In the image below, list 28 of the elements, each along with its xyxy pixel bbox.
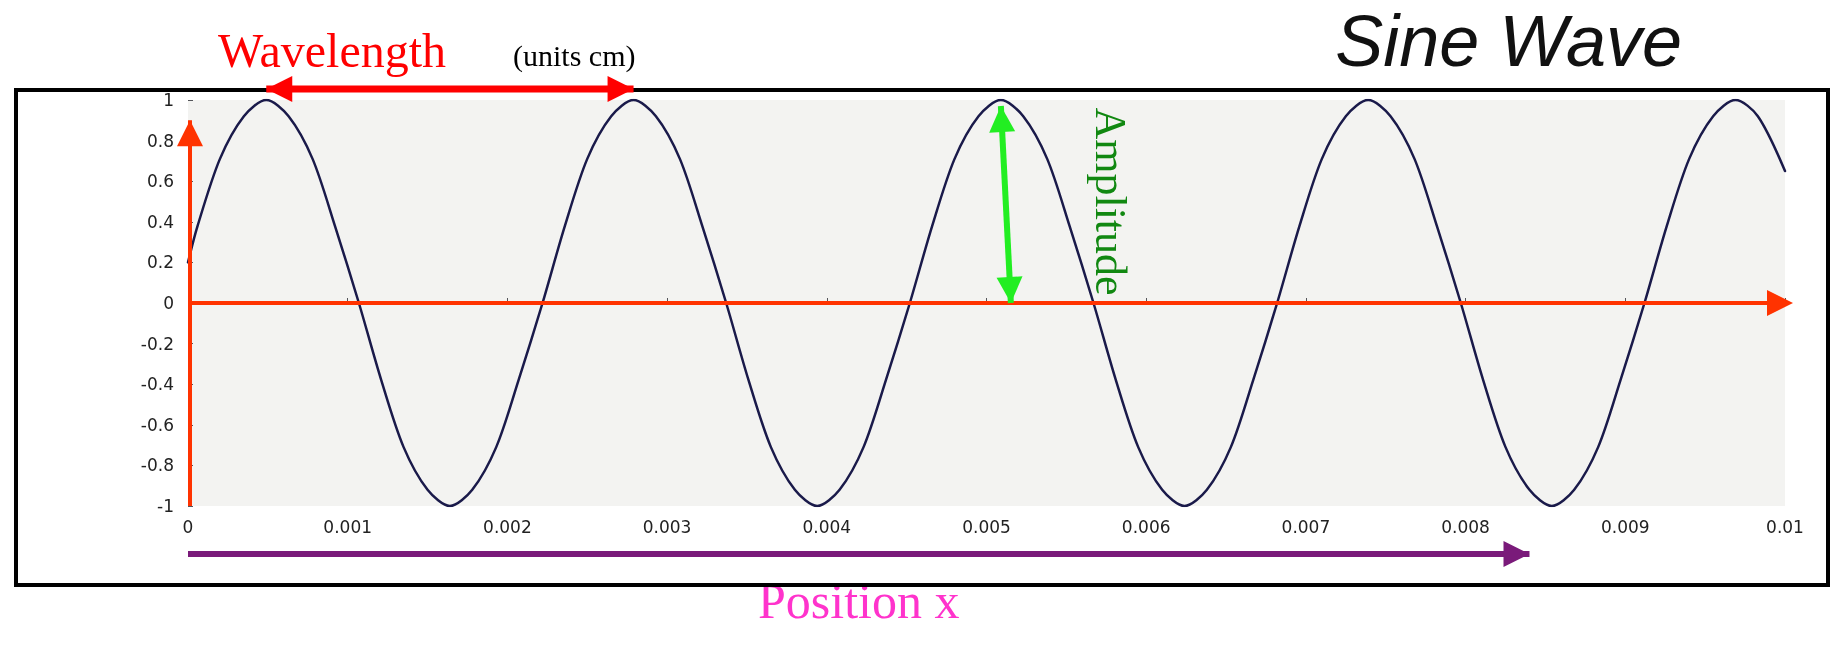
chart-title: Sine Wave [1335,1,1683,81]
x-tick-label: 0.002 [483,516,532,537]
y-tick-label: -0.4 [140,374,174,395]
y-tick-label: 0.8 [146,130,174,151]
y-tick-label: 0.6 [146,171,174,192]
x-tick-label: 0.006 [1121,516,1171,537]
y-tick-label: -0.8 [140,455,174,476]
y-tick-label: 0.2 [146,252,174,273]
x-tick-label: 0.001 [323,516,373,537]
y-tick-label: 0 [163,293,174,313]
annotation: Amplitude [1086,107,1136,296]
x-tick-label: 0.008 [1441,516,1490,537]
x-tick-label: 0.009 [1600,516,1650,537]
y-tick-label: 0.4 [146,211,174,232]
text: (units cm) [513,38,636,73]
x-tick-label: 0.007 [1281,516,1331,537]
text: Wavelength [218,23,447,77]
x-axis-title: Position x [758,573,960,629]
x-tick-label: 0.003 [642,516,692,537]
y-tick-label: -0.2 [140,333,174,354]
y-tick-label: -0.6 [140,414,174,435]
x-tick-label: 0.005 [962,516,1011,537]
line-series [186,98,1787,508]
x-tick-label: 0.004 [802,516,852,537]
x-tick-label: 0.01 [1766,516,1804,537]
y-tick-label: 1 [163,90,174,110]
x-tick-label: 0 [182,516,194,537]
y-tick-label: -1 [157,496,174,516]
